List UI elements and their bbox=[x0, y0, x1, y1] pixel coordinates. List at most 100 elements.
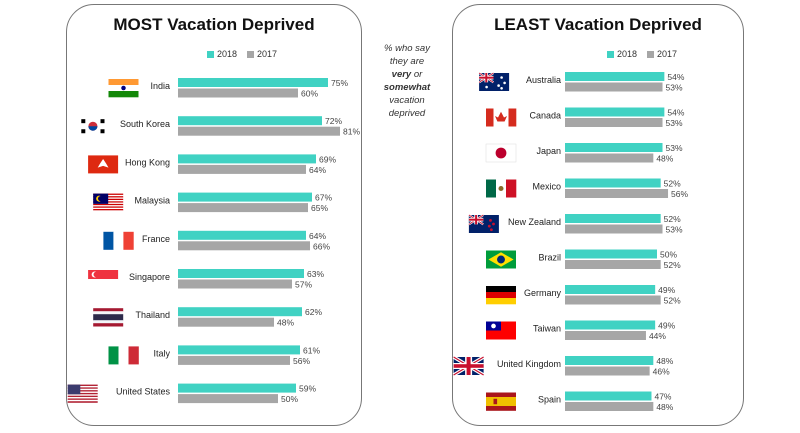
category-label: Singapore bbox=[129, 272, 170, 282]
category-label: Germany bbox=[524, 288, 562, 298]
bar-2018-south-korea bbox=[178, 116, 322, 126]
bar-2018-mexico bbox=[565, 178, 661, 188]
data-label: 48% bbox=[656, 402, 673, 412]
legend-swatch-2017 bbox=[247, 50, 255, 58]
category-label: France bbox=[142, 234, 170, 244]
bar-2017-taiwan bbox=[565, 331, 646, 340]
legend-label-2017: 2017 bbox=[257, 49, 278, 59]
flag-italy-icon bbox=[108, 346, 139, 365]
bar-2018-italy bbox=[178, 345, 300, 355]
legend-label-2018: 2018 bbox=[617, 49, 638, 59]
bar-2017-australia bbox=[565, 82, 663, 92]
chart-title: LEAST Vacation Deprived bbox=[494, 15, 702, 34]
bar-2017-canada bbox=[565, 118, 663, 127]
category-label: United Kingdom bbox=[497, 359, 561, 369]
bar-2017-malaysia bbox=[178, 203, 308, 213]
flag-south-korea-icon bbox=[77, 117, 108, 136]
chart-legend: 2018 2017 bbox=[607, 49, 677, 59]
bar-2018-france bbox=[178, 230, 306, 240]
data-label: 49% bbox=[658, 285, 675, 295]
chart-title: MOST Vacation Deprived bbox=[113, 15, 315, 34]
category-label: Australia bbox=[526, 75, 561, 85]
data-label: 53% bbox=[666, 143, 683, 153]
flag-united-states-icon bbox=[67, 384, 98, 403]
bar-2017-india bbox=[178, 88, 298, 98]
data-label: 53% bbox=[666, 83, 683, 93]
data-label: 69% bbox=[319, 154, 336, 164]
data-label: 60% bbox=[301, 89, 318, 99]
bar-2017-hong-kong bbox=[178, 164, 306, 174]
data-label: 66% bbox=[313, 241, 330, 251]
data-label: 56% bbox=[671, 189, 688, 199]
data-label: 59% bbox=[299, 384, 316, 394]
bar-2017-italy bbox=[178, 355, 290, 365]
bar-2017-united-kingdom bbox=[565, 366, 650, 376]
category-label: India bbox=[150, 81, 170, 91]
bar-2018-malaysia bbox=[178, 192, 312, 202]
bar-2018-spain bbox=[565, 391, 652, 401]
flag-united-kingdom-icon bbox=[452, 355, 485, 377]
flag-brazil-icon bbox=[486, 250, 516, 269]
bar-2017-south-korea bbox=[178, 126, 340, 136]
data-label: 75% bbox=[331, 78, 348, 88]
legend-item-2018: 2018 bbox=[607, 49, 637, 59]
data-label: 50% bbox=[660, 250, 677, 260]
data-label: 64% bbox=[309, 231, 326, 241]
category-label: South Korea bbox=[120, 119, 170, 129]
category-label: Malaysia bbox=[134, 196, 170, 206]
note-line: vacation bbox=[389, 95, 425, 106]
category-label: Brazil bbox=[538, 253, 561, 263]
data-label: 48% bbox=[277, 318, 294, 328]
category-label: Italy bbox=[153, 348, 170, 358]
data-label: 46% bbox=[653, 367, 670, 377]
chart-legend: 2018 2017 bbox=[207, 49, 277, 59]
flag-spain-icon bbox=[486, 392, 516, 411]
data-label: 48% bbox=[656, 356, 673, 366]
bar-2018-united-kingdom bbox=[565, 356, 654, 365]
note-text: or bbox=[411, 69, 423, 80]
data-label: 65% bbox=[311, 203, 328, 213]
data-label: 81% bbox=[343, 127, 360, 137]
data-label: 67% bbox=[315, 193, 332, 203]
legend-swatch-2018 bbox=[207, 50, 214, 58]
flag-germany-icon bbox=[486, 286, 516, 305]
legend-swatch-2018 bbox=[607, 50, 614, 58]
flag-india-icon bbox=[108, 79, 139, 98]
data-label: 53% bbox=[666, 118, 683, 128]
bar-2017-thailand bbox=[178, 317, 274, 327]
category-label: Spain bbox=[538, 395, 561, 405]
bar-2018-india bbox=[178, 78, 328, 87]
data-label: 63% bbox=[307, 269, 324, 279]
data-label: 52% bbox=[664, 179, 681, 189]
category-label: Thailand bbox=[135, 310, 170, 320]
bar-2017-france bbox=[178, 241, 310, 251]
bar-2017-united-states bbox=[178, 394, 278, 404]
bar-2018-hong-kong bbox=[178, 154, 316, 164]
flag-japan-icon bbox=[485, 143, 517, 163]
data-label: 57% bbox=[295, 280, 312, 290]
data-label: 48% bbox=[656, 154, 673, 164]
category-label: United States bbox=[116, 387, 171, 397]
legend-swatch-2017 bbox=[647, 50, 655, 58]
note-line: very or bbox=[368, 68, 446, 81]
bar-2017-brazil bbox=[565, 260, 661, 269]
legend-item-2018: 2018 bbox=[207, 49, 237, 59]
data-label: 52% bbox=[664, 296, 681, 306]
data-label: 54% bbox=[667, 72, 684, 82]
flag-taiwan-icon bbox=[486, 321, 516, 340]
legend-label-2017: 2017 bbox=[657, 49, 678, 59]
bar-2017-new-zealand bbox=[565, 224, 663, 234]
flag-mexico-icon bbox=[486, 179, 517, 198]
data-label: 56% bbox=[293, 356, 310, 366]
note-emphasis: very bbox=[391, 69, 412, 80]
bar-2018-taiwan bbox=[565, 320, 656, 330]
flag-malaysia-icon bbox=[93, 193, 124, 212]
bar-2018-japan bbox=[565, 143, 663, 152]
flag-thailand-icon bbox=[93, 308, 124, 327]
flag-france-icon bbox=[103, 231, 134, 250]
flag-australia-icon bbox=[478, 72, 510, 91]
data-label: 47% bbox=[654, 392, 671, 402]
note-line: % who say bbox=[384, 43, 430, 54]
bar-2017-germany bbox=[565, 295, 661, 305]
